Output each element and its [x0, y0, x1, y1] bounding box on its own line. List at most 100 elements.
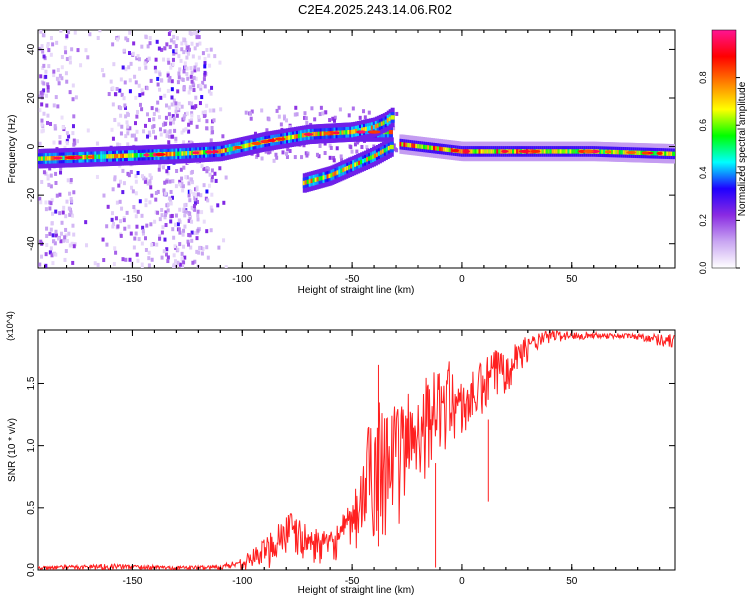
heatmap-cell	[111, 42, 115, 47]
heatmap-cell	[203, 70, 207, 75]
heatmap-cell	[148, 173, 152, 178]
heatmap-cell	[130, 185, 134, 190]
heatmap-cell	[209, 205, 213, 210]
heatmap-cell	[110, 217, 114, 222]
heatmap-cell	[136, 258, 140, 263]
heatmap-cell	[58, 140, 62, 145]
x-tick-label: -100	[232, 576, 252, 587]
heatmap-cell	[165, 103, 169, 108]
heatmap-cell	[329, 145, 333, 150]
heatmap-cell	[219, 107, 223, 112]
heatmap-peak	[518, 149, 531, 154]
heatmap-cell	[324, 110, 328, 115]
heatmap-cell	[132, 205, 136, 210]
heatmap-cell	[46, 120, 50, 125]
heatmap-cell	[150, 106, 154, 111]
heatmap-cell	[135, 114, 139, 119]
heatmap-cell	[192, 31, 196, 36]
heatmap-cell	[156, 210, 160, 215]
heatmap-cell	[146, 181, 150, 186]
heatmap-cell	[187, 47, 191, 52]
heatmap-cell	[47, 48, 51, 53]
heatmap-cell	[69, 180, 73, 185]
heatmap-cell	[71, 223, 75, 228]
heatmap-cell	[176, 89, 180, 94]
heatmap-cell	[50, 221, 54, 226]
heatmap-cell	[166, 171, 170, 176]
heatmap-cell	[205, 48, 209, 53]
heatmap-cell	[65, 131, 69, 136]
heatmap-cell	[198, 101, 202, 106]
colorbar-ticks: 0.0 0.2 0.4 0.6 0.8	[698, 71, 740, 274]
heatmap-cell	[202, 183, 206, 188]
heatmap-cell	[222, 238, 226, 243]
heatmap-cell	[213, 54, 217, 59]
heatmap-cell	[182, 69, 186, 74]
heatmap-cell	[168, 44, 172, 49]
x-tick-label: 0	[459, 576, 465, 587]
heatmap-cell	[214, 178, 218, 183]
heatmap-cell	[165, 42, 169, 47]
heatmap-cell	[187, 181, 191, 186]
heatmap-cell	[145, 223, 149, 228]
heatmap-cell	[209, 91, 213, 96]
heatmap-cell	[192, 88, 196, 93]
heatmap-cell	[51, 42, 55, 47]
heatmap-cell	[340, 157, 344, 162]
heatmap-cell	[358, 115, 362, 120]
heatmap-cell	[253, 131, 257, 136]
colorbar-scale	[711, 29, 737, 269]
heatmap-cell	[197, 117, 201, 122]
heatmap-cell	[210, 178, 214, 183]
heatmap-cell	[178, 242, 182, 247]
heatmap-cell	[189, 120, 193, 125]
heatmap-cell	[203, 61, 207, 66]
heatmap-cell	[49, 184, 53, 189]
heatmap-cell	[54, 229, 58, 234]
heatmap-cell	[192, 75, 196, 80]
heatmap-cell	[64, 214, 68, 219]
heatmap-cell	[315, 152, 319, 157]
heatmap-cell	[158, 163, 162, 168]
heatmap-cell	[177, 54, 181, 59]
heatmap-cell	[188, 177, 192, 182]
heatmap-cell	[154, 191, 158, 196]
heatmap-cell	[132, 245, 136, 250]
heatmap-cell	[195, 236, 199, 241]
heatmap-cell	[392, 126, 396, 131]
heatmap-cell	[192, 204, 196, 209]
heatmap-cell	[294, 105, 298, 110]
heatmap-cell	[185, 48, 189, 53]
heatmap-cell	[126, 38, 130, 43]
heatmap-cell	[177, 101, 181, 106]
heatmap-cell	[48, 250, 52, 255]
heatmap-cell	[53, 126, 57, 131]
y-tick-label: -20	[26, 187, 37, 202]
heatmap-cell	[188, 215, 192, 220]
heatmap-cell	[180, 47, 184, 52]
heatmap-cell	[158, 115, 162, 120]
heatmap-cell	[178, 179, 182, 184]
heatmap-cell	[52, 103, 56, 108]
heatmap-cell	[134, 231, 138, 236]
heatmap-cell	[178, 67, 182, 72]
heatmap-cell	[190, 70, 194, 75]
heatmap-cell	[76, 139, 80, 144]
heatmap-cell	[124, 134, 128, 139]
heatmap-cell	[205, 126, 209, 131]
heatmap-cell	[150, 257, 154, 262]
heatmap-cell	[303, 111, 307, 116]
heatmap-cell	[323, 150, 327, 155]
heatmap-cell	[46, 44, 50, 49]
heatmap-cell	[285, 151, 289, 156]
heatmap-cell	[367, 110, 371, 115]
heatmap-cell	[176, 222, 180, 227]
heatmap-cell	[70, 199, 74, 204]
heatmap-cell	[152, 124, 156, 129]
heatmap-cell	[197, 250, 201, 255]
heatmap-cell	[323, 141, 327, 146]
heatmap-cell	[55, 76, 59, 81]
heatmap-cell	[168, 179, 172, 184]
heatmap-cell	[198, 246, 202, 251]
heatmap-cell	[196, 192, 200, 197]
